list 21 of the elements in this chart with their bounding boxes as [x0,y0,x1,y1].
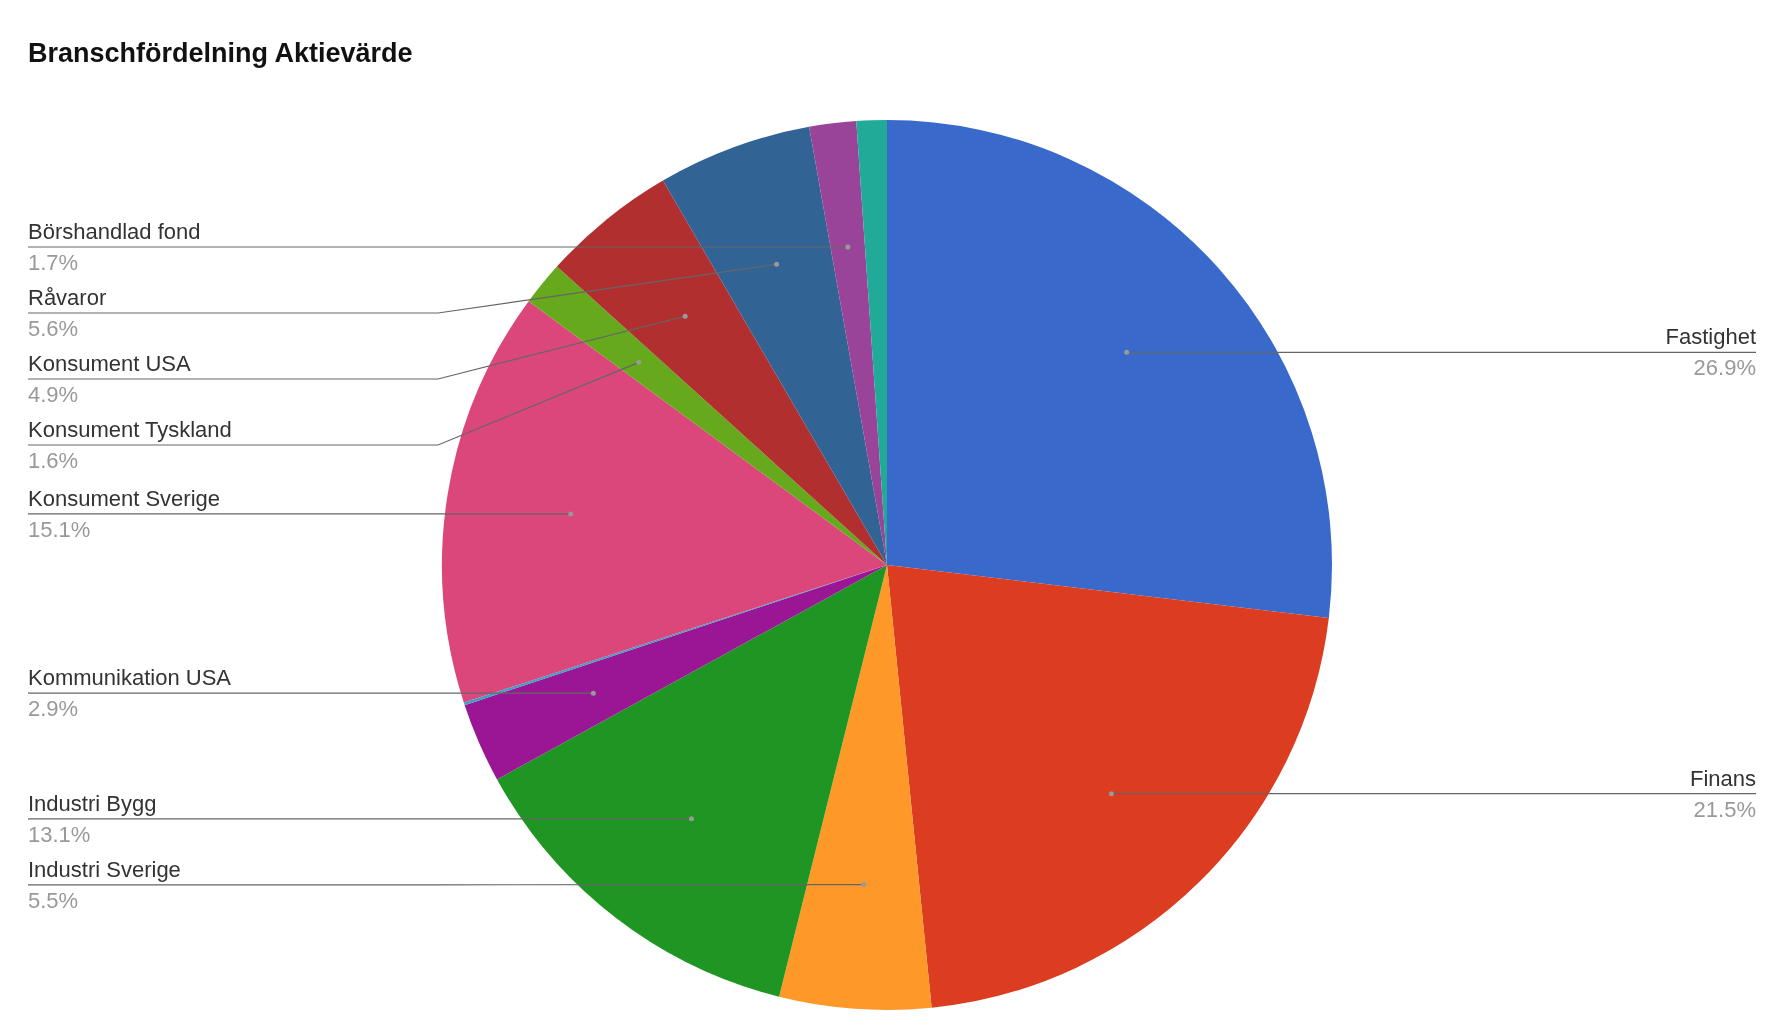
slice-label: Kommunikation USA [28,665,232,691]
slice-label: Industri Sverige [28,856,181,882]
slice-label: Konsument USA [28,351,191,377]
data-label: 5.6% [28,316,79,342]
slice-label: Fastighet [1665,324,1756,350]
slice-label: Konsument Sverige [28,485,220,511]
data-label: 1.7% [28,250,79,276]
data-label: 15.1% [28,516,91,542]
slice-label: Industri Bygg [28,790,157,816]
data-label: 4.9% [28,382,79,408]
slice-label: Råvaror [28,285,107,311]
data-label: 1.6% [28,448,79,474]
data-label: 13.1% [28,821,91,847]
slice-label: Finans [1689,765,1756,791]
data-label: 2.9% [28,696,79,722]
data-label: 5.5% [28,887,79,913]
data-label: 21.5% [1693,796,1756,822]
chart-title: Branschfördelning Aktievärde [27,37,414,68]
slice-label: Konsument Tyskland [28,417,232,443]
slice-label: Börshandlad fond [28,219,201,245]
data-label: 26.9% [1693,355,1756,381]
